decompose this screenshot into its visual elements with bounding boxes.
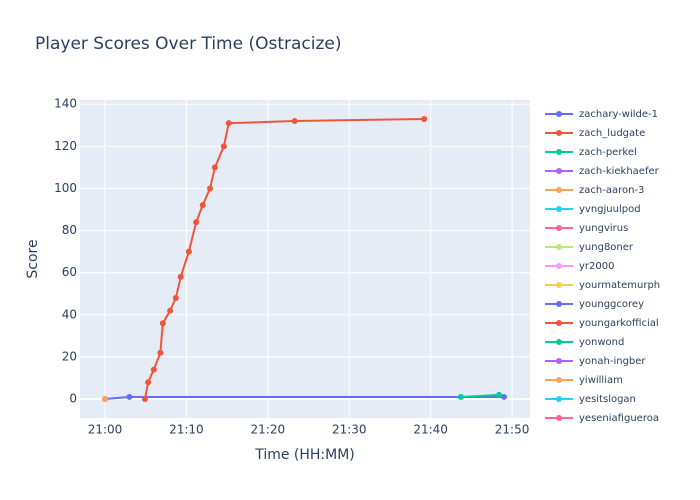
y-tick-label: 120 — [54, 139, 77, 153]
y-tick-label: 20 — [62, 349, 77, 363]
legend-marker — [556, 320, 562, 326]
legend-marker — [556, 282, 562, 288]
point — [496, 391, 503, 398]
legend-marker — [556, 130, 562, 136]
x-axis-title: Time (HH:MM) — [254, 447, 355, 463]
legend-marker — [556, 149, 562, 155]
point — [291, 118, 298, 125]
x-tick-label: 21:30 — [332, 423, 367, 437]
point — [207, 185, 214, 192]
point — [185, 248, 192, 255]
y-tick-label: 100 — [54, 181, 77, 195]
plot-area — [80, 100, 530, 418]
x-tick-label: 21:50 — [495, 423, 530, 437]
legend-label: zach-aaron-3 — [579, 185, 644, 196]
legend-label: yonwond — [579, 337, 624, 348]
point — [167, 307, 174, 314]
point — [225, 120, 232, 127]
point — [457, 393, 464, 400]
point — [126, 393, 133, 400]
x-tick-label: 21:20 — [251, 423, 286, 437]
legend-marker — [556, 263, 562, 269]
legend-label: zach-perkel — [579, 147, 637, 158]
point — [500, 393, 507, 400]
legend-label: yung8oner — [579, 242, 634, 253]
point — [211, 164, 218, 171]
y-tick-label: 40 — [62, 307, 77, 321]
chart-title: Player Scores Over Time (Ostracize) — [35, 34, 342, 54]
legend-label: younggcorey — [579, 299, 644, 310]
legend-marker — [556, 415, 562, 421]
y-axis-title: Score — [25, 239, 41, 278]
point — [220, 143, 227, 150]
series-line — [460, 393, 500, 398]
legend-label: zach-kiekhaefer — [579, 166, 660, 177]
legend-label: zachary-wilde-1 — [579, 109, 658, 120]
legend-marker — [556, 225, 562, 231]
point — [101, 396, 108, 403]
x-tick-label: 21:10 — [169, 423, 204, 437]
legend-label: youngarkofficial — [579, 318, 659, 329]
point — [159, 320, 166, 327]
legend-marker — [556, 244, 562, 250]
legend-marker — [556, 206, 562, 212]
y-tick-label: 60 — [62, 265, 77, 279]
y-tick-label: 140 — [54, 97, 77, 111]
point — [421, 115, 428, 122]
legend-label: zach_ludgate — [579, 128, 645, 139]
y-tick-label: 80 — [62, 223, 77, 237]
point — [145, 379, 152, 386]
point — [157, 349, 164, 356]
point — [193, 219, 200, 226]
legend-marker — [556, 168, 562, 174]
legend-marker — [556, 396, 562, 402]
legend-marker — [556, 111, 562, 117]
point — [199, 202, 206, 209]
legend-label: yr2000 — [579, 261, 614, 272]
point — [141, 396, 148, 403]
x-tick-label: 21:00 — [88, 423, 123, 437]
x-tick-label: 21:40 — [413, 423, 448, 437]
y-tick-label: 0 — [69, 392, 77, 406]
legend-label: yourmatemurph — [579, 280, 660, 291]
legend-label: yeseniafigueroa — [579, 413, 659, 424]
legend-marker — [556, 358, 562, 364]
legend-marker — [556, 339, 562, 345]
legend-label: yonah-ingber — [579, 356, 646, 367]
point — [177, 273, 184, 280]
legend-label: yvngjuulpod — [579, 204, 641, 215]
point — [172, 294, 179, 301]
legend-label: yiwilliam — [579, 375, 623, 386]
point — [150, 366, 157, 373]
legend-label: yesitslogan — [579, 394, 636, 405]
legend-marker — [556, 187, 562, 193]
legend-marker — [556, 377, 562, 383]
legend-label: yungvirus — [579, 223, 628, 234]
legend-marker — [556, 301, 562, 307]
